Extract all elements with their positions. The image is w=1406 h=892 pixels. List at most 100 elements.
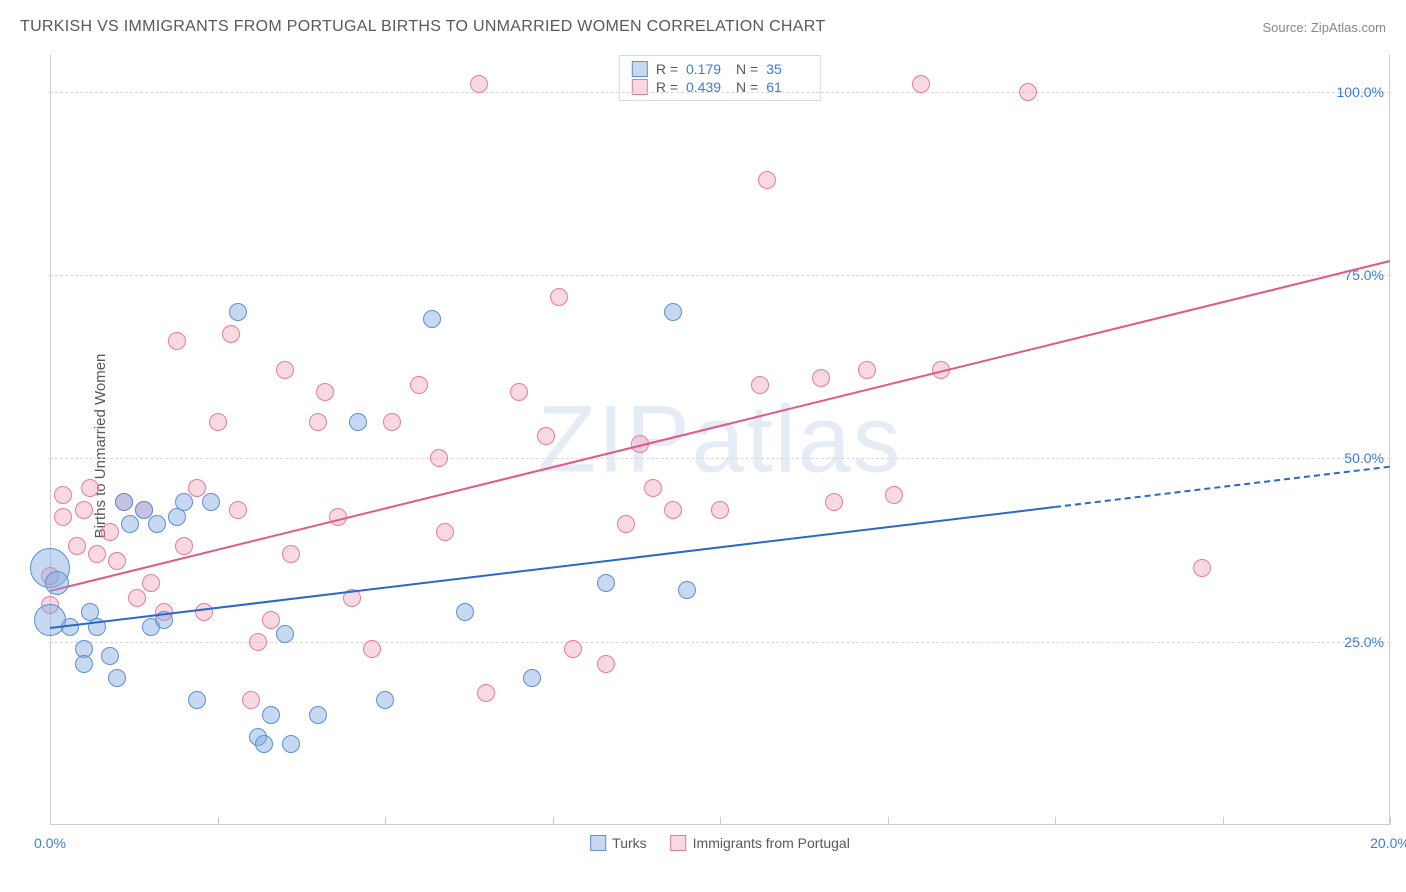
data-point-portugal (175, 537, 193, 555)
data-point-turks (523, 669, 541, 687)
data-point-turks (75, 655, 93, 673)
data-point-turks (255, 735, 273, 753)
legend-label-turks: Turks (612, 835, 646, 851)
data-point-portugal (81, 479, 99, 497)
data-point-portugal (262, 611, 280, 629)
x-tick (720, 817, 721, 825)
data-point-portugal (885, 486, 903, 504)
data-point-portugal (209, 413, 227, 431)
data-point-turks (229, 303, 247, 321)
data-point-turks (101, 647, 119, 665)
data-point-turks (456, 603, 474, 621)
data-point-portugal (222, 325, 240, 343)
data-point-turks (108, 669, 126, 687)
y-tick-label: 100.0% (1337, 84, 1384, 100)
grid-line (50, 275, 1390, 276)
plot-area: ZIPatlas R = 0.179 N = 35 R = 0.439 N = … (50, 55, 1390, 825)
data-point-turks (423, 310, 441, 328)
data-point-turks (175, 493, 193, 511)
data-point-portugal (617, 515, 635, 533)
y-axis-right (1389, 55, 1390, 825)
data-point-turks (349, 413, 367, 431)
data-point-portugal (54, 508, 72, 526)
data-point-portugal (316, 383, 334, 401)
data-point-portugal (188, 479, 206, 497)
legend-label-portugal: Immigrants from Portugal (693, 835, 850, 851)
data-point-portugal (410, 376, 428, 394)
data-point-turks (678, 581, 696, 599)
x-tick (888, 817, 889, 825)
data-point-portugal (537, 427, 555, 445)
r-label: R = (656, 61, 678, 77)
legend-item-turks: Turks (590, 835, 646, 851)
n-label: N = (736, 61, 758, 77)
data-point-portugal (550, 288, 568, 306)
stats-row-portugal: R = 0.439 N = 61 (632, 78, 808, 96)
data-point-portugal (229, 501, 247, 519)
x-tick (50, 817, 51, 825)
data-point-turks (376, 691, 394, 709)
data-point-portugal (858, 361, 876, 379)
data-point-portugal (242, 691, 260, 709)
legend-swatch-portugal-icon (671, 835, 687, 851)
data-point-portugal (1019, 83, 1037, 101)
stats-box: R = 0.179 N = 35 R = 0.439 N = 61 (619, 55, 821, 101)
data-point-turks (664, 303, 682, 321)
data-point-turks (188, 691, 206, 709)
data-point-portugal (912, 75, 930, 93)
data-point-turks (282, 735, 300, 753)
data-point-portugal (276, 361, 294, 379)
data-point-portugal (564, 640, 582, 658)
trend-line-portugal (50, 260, 1390, 592)
source-label: Source: ZipAtlas.com (1262, 20, 1386, 35)
data-point-turks (115, 493, 133, 511)
data-point-turks (45, 571, 69, 595)
x-tick (553, 817, 554, 825)
data-point-portugal (430, 449, 448, 467)
x-tick-label: 20.0% (1370, 835, 1406, 851)
data-point-portugal (597, 655, 615, 673)
y-tick-label: 50.0% (1344, 450, 1384, 466)
x-tick (218, 817, 219, 825)
legend-swatch-turks-icon (590, 835, 606, 851)
data-point-portugal (54, 486, 72, 504)
data-point-portugal (711, 501, 729, 519)
data-point-portugal (142, 574, 160, 592)
r-value-turks: 0.179 (686, 61, 728, 77)
legend-item-portugal: Immigrants from Portugal (671, 835, 850, 851)
n-value-turks: 35 (766, 61, 808, 77)
data-point-portugal (68, 537, 86, 555)
data-point-turks (276, 625, 294, 643)
data-point-portugal (108, 552, 126, 570)
data-point-portugal (470, 75, 488, 93)
data-point-portugal (644, 479, 662, 497)
y-tick-label: 25.0% (1344, 634, 1384, 650)
swatch-turks-icon (632, 61, 648, 77)
x-tick (385, 817, 386, 825)
data-point-portugal (510, 383, 528, 401)
x-tick-label: 0.0% (34, 835, 66, 851)
data-point-portugal (168, 332, 186, 350)
data-point-portugal (75, 501, 93, 519)
data-point-portugal (282, 545, 300, 563)
data-point-turks (148, 515, 166, 533)
trend-line-turks (50, 506, 1055, 629)
data-point-portugal (88, 545, 106, 563)
data-point-turks (121, 515, 139, 533)
bottom-legend: Turks Immigrants from Portugal (590, 835, 850, 851)
data-point-portugal (812, 369, 830, 387)
chart-title: TURKISH VS IMMIGRANTS FROM PORTUGAL BIRT… (20, 18, 825, 36)
data-point-turks (135, 501, 153, 519)
watermark: ZIPatlas (538, 386, 902, 495)
data-point-portugal (383, 413, 401, 431)
x-tick (1055, 817, 1056, 825)
data-point-portugal (128, 589, 146, 607)
x-tick (1223, 817, 1224, 825)
data-point-turks (309, 706, 327, 724)
data-point-portugal (751, 376, 769, 394)
data-point-portugal (309, 413, 327, 431)
grid-line (50, 92, 1390, 93)
data-point-portugal (1193, 559, 1211, 577)
trend-line-turks-dashed (1055, 466, 1390, 508)
data-point-portugal (249, 633, 267, 651)
